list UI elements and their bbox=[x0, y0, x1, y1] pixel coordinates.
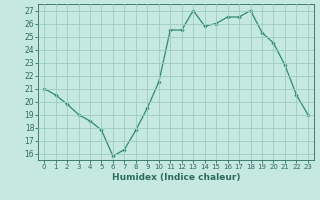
X-axis label: Humidex (Indice chaleur): Humidex (Indice chaleur) bbox=[112, 173, 240, 182]
